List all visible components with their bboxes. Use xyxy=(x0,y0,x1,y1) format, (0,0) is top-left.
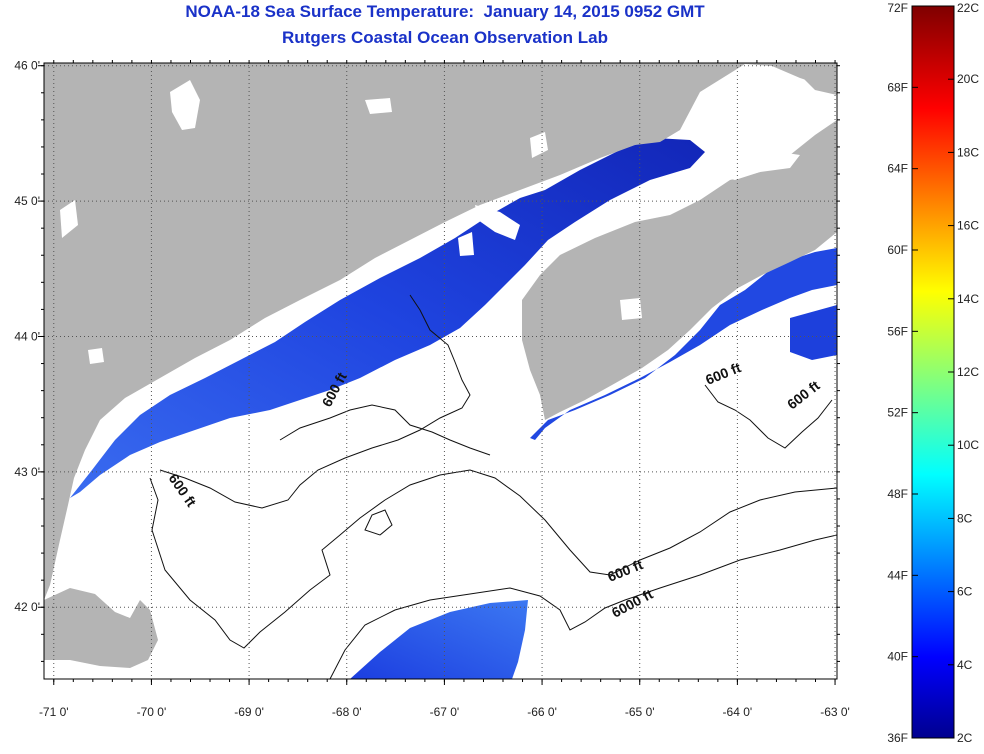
lon-tick-label: -69 0' xyxy=(234,705,264,719)
cloud-minas-basin xyxy=(700,148,800,180)
colorbar-c-label: 14C xyxy=(957,292,979,306)
lake-6 xyxy=(88,348,104,364)
lon-tick-label: -63 0' xyxy=(820,705,850,719)
lon-tick-label: -70 0' xyxy=(137,705,167,719)
colorbar-f-label: 44F xyxy=(887,568,908,582)
lat-tick-label: 42 0' xyxy=(14,600,40,614)
land-maine-new-brunswick xyxy=(44,63,837,600)
land-nova-scotia xyxy=(522,120,837,420)
sst-patch-east xyxy=(790,305,837,360)
map-title: NOAA-18 Sea Surface Temperature: January… xyxy=(185,2,705,21)
colorbar-f-label: 72F xyxy=(887,1,908,15)
contour-600ft-central xyxy=(279,404,491,456)
latitude-tick-labels: 46 0' 45 0' 44 0' 43 0' 42 0' xyxy=(14,59,40,615)
colorbar-f-label: 68F xyxy=(887,80,908,94)
lat-tick-label: 46 0' xyxy=(14,59,40,73)
colorbar-c-label: 10C xyxy=(957,438,979,452)
contour-6000ft xyxy=(329,534,837,679)
colorbar-f-label: 52F xyxy=(887,406,908,420)
land-pei-area xyxy=(792,63,837,95)
map-subtitle: Rutgers Coastal Ocean Observation Lab xyxy=(282,28,608,47)
contour-600ft-east xyxy=(704,384,833,449)
lake-2 xyxy=(60,200,78,238)
lake-4 xyxy=(530,132,548,158)
colorbar-c-label: 8C xyxy=(957,511,973,525)
lat-tick-label: 44 0' xyxy=(14,329,40,343)
colorbar-f-label: 48F xyxy=(887,487,908,501)
colorbar-c-label: 4C xyxy=(957,658,973,672)
colorbar-c-label: 22C xyxy=(957,1,979,15)
colorbar-c-label: 16C xyxy=(957,219,979,233)
colorbar-fahrenheit-labels: 72F 68F 64F 60F 56F 52F 48F 44F 40F 36F xyxy=(887,1,918,745)
colorbar-c-label: 6C xyxy=(957,585,973,599)
lat-tick-label: 45 0' xyxy=(14,194,40,208)
colorbar-f-label: 64F xyxy=(887,162,908,176)
contour-600ft-georges xyxy=(364,509,393,536)
colorbar-c-label: 18C xyxy=(957,145,979,159)
lat-tick-label: 43 0' xyxy=(14,465,40,479)
lon-tick-label: -65 0' xyxy=(625,705,655,719)
colorbar-f-label: 40F xyxy=(887,650,908,664)
contour-600ft-west xyxy=(149,469,837,649)
lake-1 xyxy=(170,80,200,130)
cloud-bay-of-fundy xyxy=(475,205,520,240)
sst-band-scotian-shelf xyxy=(530,248,837,440)
colorbar-celsius-labels: 22C 20C 18C 16C 14C 12C 10C 8C 6C 4C 2C xyxy=(948,1,979,745)
lon-tick-label: -68 0' xyxy=(332,705,362,719)
colorbar-f-label: 60F xyxy=(887,243,908,257)
lon-tick-label: -67 0' xyxy=(430,705,460,719)
land-cape-cod xyxy=(44,588,158,668)
bathymetry-contours xyxy=(149,294,837,679)
lake-5 xyxy=(620,298,642,320)
longitude-tick-labels: -71 0' -70 0' -69 0' -68 0' -67 0' -66 0' -65 … xyxy=(39,705,850,719)
colorbar-gradient xyxy=(911,5,955,739)
colorbar-f-label: 56F xyxy=(887,324,908,338)
sst-patch-georges-bank xyxy=(350,600,528,679)
lake-3 xyxy=(365,98,392,114)
sst-band-gulf-of-maine xyxy=(70,138,705,498)
contour-600ft-gulf-basin xyxy=(159,294,471,509)
lon-tick-label: -71 0' xyxy=(39,705,69,719)
colorbar-c-label: 12C xyxy=(957,365,979,379)
colorbar-f-label: 36F xyxy=(887,731,908,745)
colorbar-c-label: 2C xyxy=(957,731,973,745)
colorbar-c-label: 20C xyxy=(957,72,979,86)
map-border xyxy=(43,62,838,680)
lon-tick-label: -64 0' xyxy=(723,705,753,719)
lake-7 xyxy=(458,232,474,256)
lon-tick-label: -66 0' xyxy=(527,705,557,719)
